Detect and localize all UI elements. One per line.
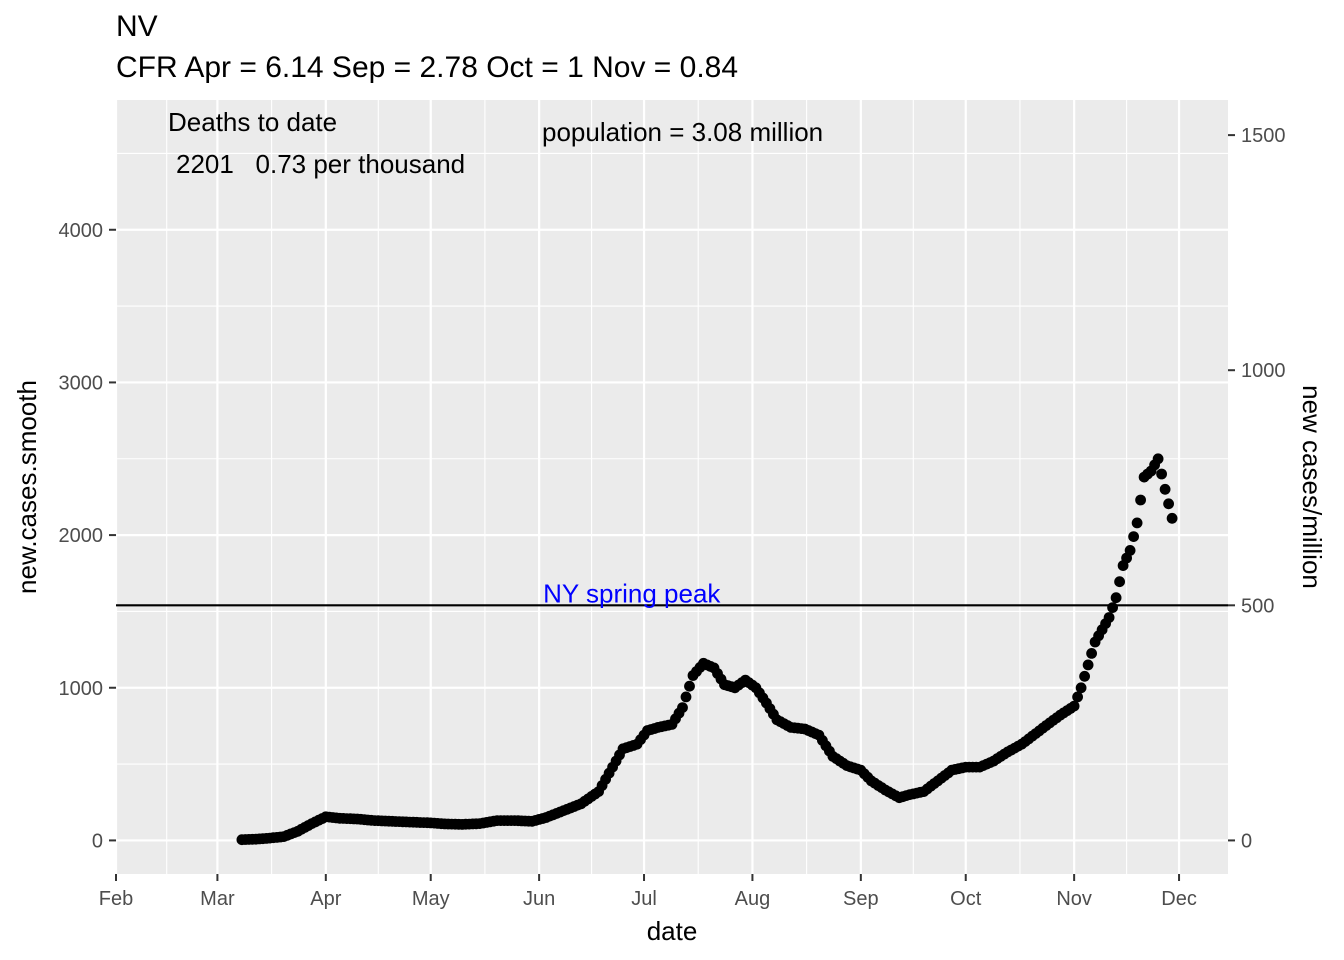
y-tick-label: 1000 bbox=[59, 678, 104, 700]
data-point bbox=[1131, 517, 1143, 529]
data-point bbox=[1128, 531, 1139, 542]
data-point bbox=[1114, 576, 1125, 588]
x-tick-label: Jul bbox=[631, 888, 657, 910]
data-point bbox=[1079, 670, 1090, 682]
deaths-value: 2201 0.73 per thousand bbox=[176, 149, 465, 179]
data-point bbox=[1082, 659, 1094, 671]
x-tick-label: Feb bbox=[99, 888, 133, 910]
data-point bbox=[1163, 498, 1174, 510]
data-point bbox=[1068, 700, 1080, 712]
x-tick-label: Mar bbox=[200, 888, 235, 910]
plot-panel bbox=[116, 100, 1228, 874]
data-point bbox=[1103, 612, 1115, 623]
x-tick-label: Jun bbox=[523, 888, 555, 910]
data-point bbox=[1156, 468, 1167, 480]
data-point bbox=[1159, 483, 1171, 495]
x-tick-label: Nov bbox=[1056, 888, 1092, 910]
y2-tick-label: 1000 bbox=[1241, 360, 1286, 382]
x-axis-title: date bbox=[647, 916, 698, 946]
ny-spring-peak-label: NY spring peak bbox=[543, 578, 721, 608]
data-point bbox=[1166, 512, 1178, 524]
y2-axis-title: new cases/million bbox=[1297, 385, 1327, 589]
y-axis-title: new.cases.smooth bbox=[12, 380, 42, 594]
x-tick-label: Sep bbox=[843, 888, 879, 910]
y2-tick-label: 500 bbox=[1241, 595, 1274, 617]
chart-subtitle: CFR Apr = 6.14 Sep = 2.78 Oct = 1 Nov = … bbox=[116, 51, 738, 84]
x-tick-label: Oct bbox=[950, 888, 982, 910]
data-point bbox=[1107, 602, 1118, 613]
data-point bbox=[684, 680, 695, 692]
y2-tick-label: 0 bbox=[1241, 830, 1252, 852]
x-tick-label: Aug bbox=[735, 888, 771, 910]
data-point bbox=[1072, 691, 1083, 703]
deaths-heading: Deaths to date bbox=[168, 107, 337, 137]
data-point bbox=[1135, 494, 1146, 506]
grid-major bbox=[114, 100, 1228, 874]
y-tick-label: 0 bbox=[92, 830, 103, 852]
data-point bbox=[1086, 648, 1097, 659]
data-point bbox=[677, 702, 688, 713]
y2-tick-label: 1500 bbox=[1241, 125, 1286, 147]
x-tick-label: Dec bbox=[1161, 888, 1197, 910]
data-point bbox=[680, 691, 692, 703]
x-tick-label: May bbox=[412, 888, 450, 910]
y-tick-label: 4000 bbox=[59, 220, 104, 242]
y-axis-right: 0 500 1000 1500 bbox=[1228, 125, 1286, 852]
data-point bbox=[1152, 453, 1164, 465]
x-axis: Feb Mar Apr May Jun Jul Aug Sep Oct Nov Dec bbox=[99, 874, 1197, 910]
y-tick-label: 2000 bbox=[59, 525, 104, 547]
chart-title: NV bbox=[116, 10, 158, 43]
population-label: population = 3.08 million bbox=[542, 117, 823, 147]
y-tick-label: 3000 bbox=[59, 372, 104, 394]
y-axis-left: 0 1000 2000 3000 4000 bbox=[59, 220, 116, 852]
x-tick-label: Apr bbox=[310, 888, 341, 910]
data-points bbox=[236, 453, 1178, 846]
data-point bbox=[1110, 592, 1122, 604]
data-point bbox=[1075, 682, 1087, 694]
data-point bbox=[1124, 545, 1136, 556]
